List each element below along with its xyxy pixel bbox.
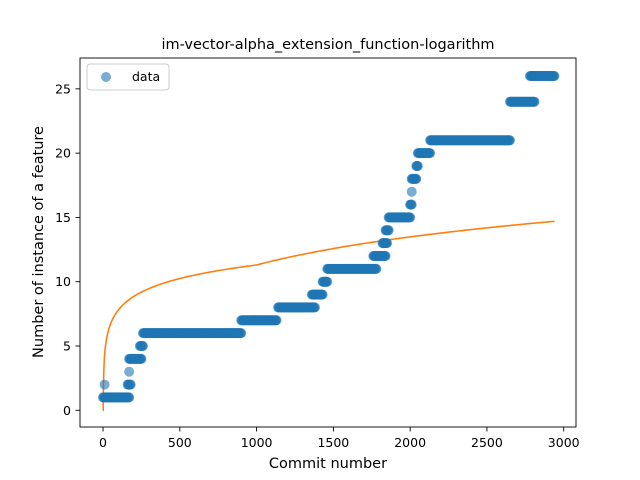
axes-frame: [79, 57, 577, 428]
plot-area: [80, 58, 576, 427]
data-point: [383, 225, 394, 236]
fit-layer: [102, 220, 555, 412]
x-tick-label: 1000: [241, 435, 273, 450]
y-tick-label: 5: [63, 339, 71, 354]
x-axis-label: Commit number: [269, 456, 387, 472]
data-point: [137, 341, 148, 351]
data-point: [406, 186, 417, 197]
x-tick-label: 500: [168, 435, 192, 450]
legend-label-data: data: [132, 69, 160, 84]
data-point: [371, 263, 382, 274]
data-point: [125, 379, 136, 390]
y-tick-label: 20: [55, 146, 71, 161]
data-point: [504, 135, 515, 146]
data-point: [99, 379, 110, 390]
y-tick-label: 15: [55, 210, 71, 225]
x-tick-label: 3000: [548, 435, 580, 450]
x-tick-label: 0: [99, 435, 107, 450]
chart-title: im-vector-alpha_extension_function-logar…: [161, 37, 494, 53]
data-point: [136, 353, 147, 364]
data-point: [405, 212, 416, 223]
data-point: [412, 161, 423, 171]
y-tick-label: 25: [55, 81, 71, 96]
y-tick-label: 0: [63, 403, 71, 418]
data-point: [124, 392, 135, 403]
legend-marker-data: [101, 72, 111, 82]
data-point: [322, 276, 333, 287]
legend-box: [86, 63, 170, 91]
axes-layer: 0 500 1000 1500 2000 2500 3000 0 5 10 15 20 25: [55, 57, 580, 450]
data-point: [124, 366, 135, 377]
data-point: [380, 251, 391, 261]
x-tick-label: 2500: [471, 435, 503, 450]
data-point: [549, 71, 560, 81]
data-point: [425, 148, 436, 159]
data-point: [529, 96, 540, 107]
data-point: [317, 289, 328, 300]
x-tick-label: 1500: [317, 435, 349, 450]
data-point: [382, 238, 393, 249]
data-point: [406, 199, 417, 210]
legend: data: [86, 63, 170, 91]
y-axis-label: Number of instance of a feature: [31, 126, 47, 358]
data-layer: [98, 71, 560, 403]
data-point: [236, 328, 247, 339]
data-point: [271, 315, 282, 326]
data-point: [309, 302, 320, 313]
x-tick-label: 2000: [394, 435, 426, 450]
y-tick-label: 10: [55, 274, 71, 289]
data-point: [411, 173, 422, 184]
fit-curve: [102, 220, 555, 412]
